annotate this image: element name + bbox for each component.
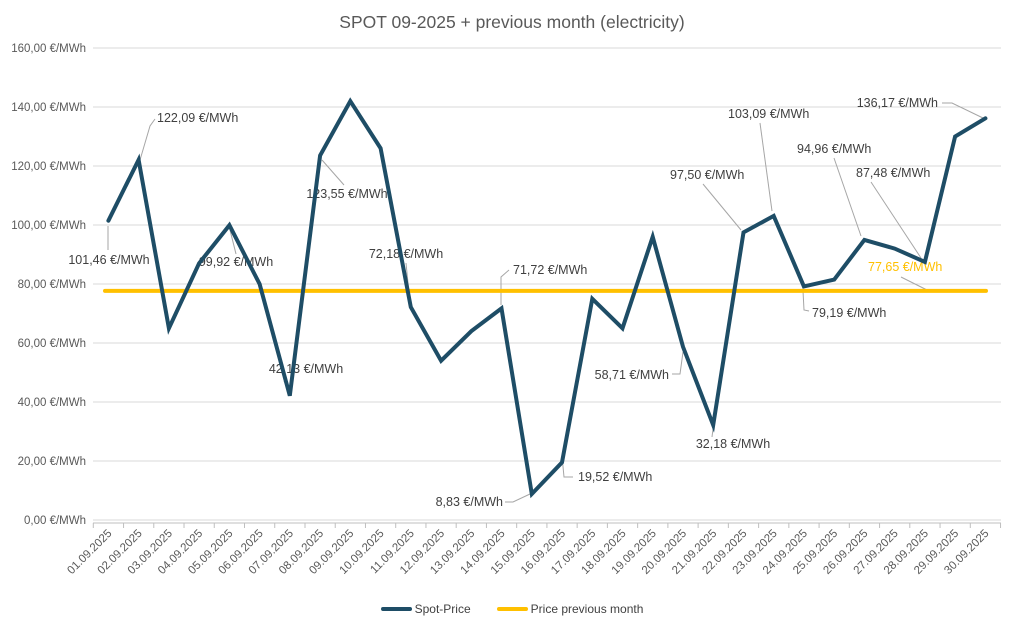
spot-line-swatch [380, 607, 412, 611]
data-label-leader [870, 181, 922, 259]
data-label-leader [759, 122, 773, 212]
legend-label-spot: Spot-Price [414, 602, 471, 616]
legend-label-prev: Price previous month [530, 602, 644, 616]
chart-legend: Spot-Price Price previous month [0, 602, 1024, 616]
data-label-leader [833, 157, 862, 237]
y-axis-tick-label: 160,00 €/MWh [11, 43, 86, 55]
y-axis-tick-label: 80,00 €/MWh [18, 279, 86, 291]
legend-item-spot: Spot-Price [380, 602, 471, 616]
data-label: 19,52 €/MWh [578, 470, 652, 484]
data-label: 58,71 €/MWh [595, 368, 669, 382]
chart-title: SPOT 09-2025 + previous month (electrici… [339, 12, 685, 32]
data-label: 8,83 €/MWh [436, 495, 503, 509]
data-label-leader [321, 159, 345, 186]
data-label: 97,50 €/MWh [670, 168, 744, 182]
data-label: 99,92 €/MWh [199, 255, 273, 269]
data-label-leader [900, 276, 928, 291]
data-label: 94,96 €/MWh [797, 142, 871, 156]
data-label-leader [139, 118, 156, 161]
y-axis-tick-label: 20,00 €/MWh [18, 456, 86, 468]
data-label-leader [229, 229, 237, 255]
data-label: 122,09 €/MWh [157, 111, 238, 125]
legend-item-prev: Price previous month [496, 602, 644, 616]
data-label: 136,17 €/MWh [857, 96, 938, 110]
data-label: 72,18 €/MWh [369, 247, 443, 261]
data-label-leader [500, 269, 510, 305]
data-label: 77,65 €/MWh [868, 260, 942, 274]
data-label-leader [672, 351, 684, 375]
y-axis-tick-label: 100,00 €/MWh [11, 220, 86, 232]
y-axis-tick-label: 140,00 €/MWh [11, 102, 86, 114]
data-label: 87,48 €/MWh [856, 166, 930, 180]
data-label: 71,72 €/MWh [513, 263, 587, 277]
data-label: 79,19 €/MWh [812, 306, 886, 320]
data-label: 103,09 €/MWh [728, 107, 809, 121]
data-label-leader [711, 428, 714, 438]
data-label-leader [942, 102, 984, 119]
data-label: 42,13 €/MWh [269, 362, 343, 376]
data-label: 32,18 €/MWh [696, 437, 770, 451]
prev-month-line-swatch [496, 607, 528, 611]
spot-price-line [106, 97, 988, 499]
data-label-leader [802, 290, 810, 312]
data-label: 123,55 €/MWh [306, 187, 387, 201]
data-label: 101,46 €/MWh [68, 253, 149, 267]
y-axis-tick-label: 60,00 €/MWh [18, 338, 86, 350]
y-axis-tick-label: 120,00 €/MWh [11, 161, 86, 173]
data-label-leader [505, 493, 531, 503]
y-axis-tick-label: 0,00 €/MWh [24, 515, 86, 527]
data-label-leader [702, 183, 742, 231]
y-axis-tick-label: 40,00 €/MWh [18, 397, 86, 409]
